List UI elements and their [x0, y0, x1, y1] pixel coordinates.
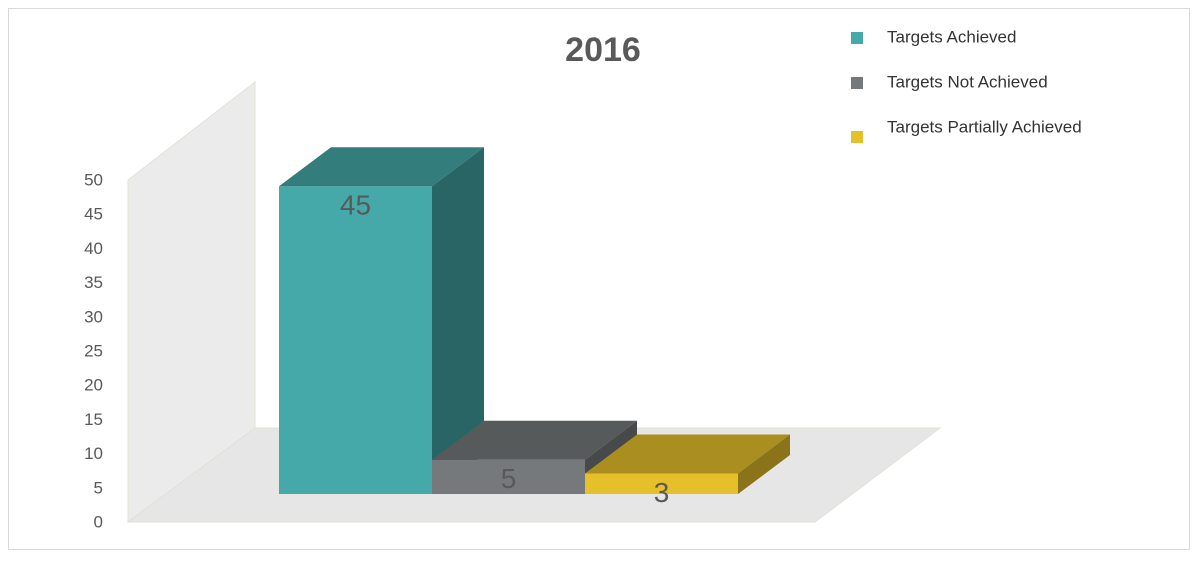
data-label: 3 [654, 477, 670, 508]
legend-swatch [851, 32, 863, 44]
y-tick-label: 25 [84, 341, 103, 360]
y-tick-label: 50 [84, 170, 103, 189]
y-tick-label: 45 [84, 205, 103, 224]
bar [432, 459, 585, 494]
bar-side [432, 147, 484, 494]
y-tick-label: 20 [84, 376, 103, 395]
bar-top [432, 420, 637, 460]
legend-swatch [851, 131, 863, 143]
chart-title: 2016 [565, 31, 641, 69]
legend-label: Targets Achieved [887, 27, 1016, 46]
y-tick-label: 40 [84, 239, 103, 258]
legend-label: Targets Partially Achieved [887, 117, 1082, 136]
bar-top [279, 147, 484, 187]
y-tick-label: 15 [84, 410, 103, 429]
y-tick-label: 35 [84, 273, 103, 292]
data-label: 45 [340, 190, 371, 221]
y-tick-label: 0 [94, 512, 103, 531]
legend-label: Targets Not Achieved [887, 72, 1048, 91]
data-label: 5 [501, 463, 517, 494]
y-tick-label: 10 [84, 444, 103, 463]
y-tick-label: 5 [94, 478, 103, 497]
bar [279, 186, 432, 494]
bar-side [738, 434, 790, 494]
bar [585, 473, 738, 494]
bar-top [585, 434, 790, 474]
legend-swatch [851, 77, 863, 89]
y-tick-label: 30 [84, 307, 103, 326]
